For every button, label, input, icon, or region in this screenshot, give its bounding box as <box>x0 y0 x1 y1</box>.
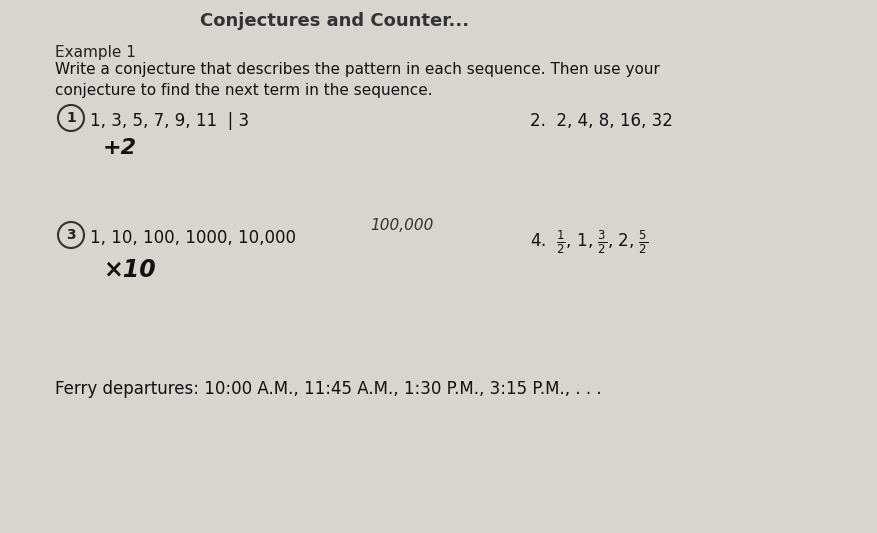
Text: 1, 3, 5, 7, 9, 11  | 3: 1, 3, 5, 7, 9, 11 | 3 <box>90 112 249 130</box>
Text: Write a conjecture that describes the pattern in each sequence. Then use your
co: Write a conjecture that describes the pa… <box>55 62 660 98</box>
Text: Ferry departures: 10:00 A.M., 11:45 A.M., 1:30 P.M., 3:15 P.M., . . .: Ferry departures: 10:00 A.M., 11:45 A.M.… <box>55 380 602 398</box>
Text: ×10: ×10 <box>103 258 156 282</box>
Text: Conjectures and Counter...: Conjectures and Counter... <box>200 12 469 30</box>
Text: 1: 1 <box>66 111 76 125</box>
Text: 4.  $\frac{1}{2}$, 1, $\frac{3}{2}$, 2, $\frac{5}{2}$: 4. $\frac{1}{2}$, 1, $\frac{3}{2}$, 2, $… <box>530 229 648 256</box>
Text: 100,000: 100,000 <box>370 218 433 233</box>
Text: +2: +2 <box>103 138 137 158</box>
Text: Example 1: Example 1 <box>55 45 136 60</box>
Text: 1, 10, 100, 1000, 10,000: 1, 10, 100, 1000, 10,000 <box>90 229 296 247</box>
Text: 2.  2, 4, 8, 16, 32: 2. 2, 4, 8, 16, 32 <box>530 112 673 130</box>
Text: 3: 3 <box>66 228 75 242</box>
